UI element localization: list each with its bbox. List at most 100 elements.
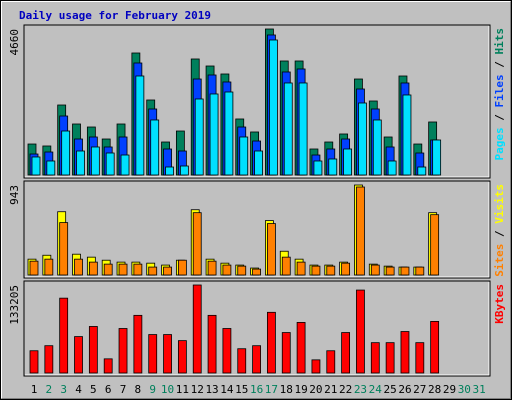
x-tick-label: 6 bbox=[105, 383, 112, 396]
x-tick-label: 8 bbox=[135, 383, 142, 396]
bar bbox=[192, 284, 202, 374]
bar bbox=[209, 93, 219, 176]
bar bbox=[88, 326, 98, 374]
bar bbox=[29, 350, 39, 374]
bar bbox=[326, 265, 336, 276]
bar bbox=[417, 166, 427, 176]
bar bbox=[415, 342, 425, 374]
bar bbox=[177, 340, 187, 374]
bar bbox=[326, 350, 336, 374]
bar bbox=[372, 119, 382, 176]
bar bbox=[222, 328, 232, 374]
bar bbox=[44, 258, 54, 276]
bar bbox=[192, 212, 202, 276]
bar bbox=[370, 264, 380, 276]
bar bbox=[343, 148, 353, 176]
bar bbox=[44, 345, 54, 374]
bar bbox=[400, 331, 410, 374]
bar bbox=[237, 348, 247, 374]
bar bbox=[29, 260, 39, 276]
bar bbox=[103, 358, 113, 374]
bar bbox=[298, 82, 308, 176]
bar bbox=[252, 345, 261, 374]
bar bbox=[283, 82, 293, 176]
bar bbox=[118, 263, 128, 276]
x-tick-label: 25 bbox=[384, 383, 397, 396]
legend-separator: / bbox=[493, 224, 506, 244]
bar bbox=[207, 314, 217, 374]
bar bbox=[239, 136, 249, 176]
bar bbox=[356, 186, 365, 276]
legend: Pages / Files / Hits bbox=[493, 28, 506, 161]
bar bbox=[296, 322, 306, 374]
x-tick-label: 28 bbox=[428, 383, 441, 396]
bar bbox=[59, 297, 69, 374]
x-tick-label: 14 bbox=[220, 383, 234, 396]
bar bbox=[120, 154, 130, 176]
x-tick-label: 3 bbox=[60, 383, 67, 396]
x-tick-label: 26 bbox=[398, 383, 411, 396]
bar bbox=[254, 150, 263, 176]
bar bbox=[163, 266, 172, 276]
bar bbox=[281, 332, 291, 374]
x-tick-label: 17 bbox=[265, 383, 278, 396]
x-tick-label: 15 bbox=[235, 383, 248, 396]
bar bbox=[163, 334, 172, 374]
bar bbox=[430, 214, 440, 276]
bar bbox=[313, 160, 323, 176]
y-tick-label: 943 bbox=[8, 185, 21, 205]
bar bbox=[59, 222, 69, 276]
bevel bbox=[25, 282, 490, 376]
bar bbox=[90, 146, 100, 176]
x-tick-label: 10 bbox=[161, 383, 174, 396]
bar bbox=[341, 262, 351, 276]
legend-entry: Hits bbox=[493, 28, 506, 55]
bevel bbox=[25, 182, 490, 278]
bar bbox=[61, 130, 71, 176]
x-tick-label: 18 bbox=[280, 383, 293, 396]
bar bbox=[135, 75, 145, 176]
y-tick-label: 4660 bbox=[8, 29, 21, 56]
bar bbox=[400, 266, 410, 276]
x-tick-label: 30 bbox=[458, 383, 471, 396]
x-tick-label: 16 bbox=[250, 383, 263, 396]
bar bbox=[148, 266, 158, 276]
bar bbox=[103, 263, 113, 276]
x-tick-label: 4 bbox=[75, 383, 82, 396]
bar bbox=[341, 332, 351, 374]
legend-separator: / bbox=[493, 55, 506, 75]
chart-title: Daily usage for February 2019 bbox=[19, 9, 211, 22]
bar bbox=[415, 266, 425, 276]
bar bbox=[311, 265, 321, 276]
bar bbox=[237, 265, 247, 276]
bar bbox=[358, 102, 367, 176]
x-tick-label: 21 bbox=[324, 383, 337, 396]
bar bbox=[252, 268, 261, 276]
bar bbox=[179, 165, 189, 176]
bar bbox=[148, 334, 158, 374]
bar bbox=[267, 223, 276, 276]
bar bbox=[385, 342, 395, 374]
x-tick-label: 19 bbox=[294, 383, 307, 396]
x-tick-label: 12 bbox=[191, 383, 204, 396]
bar bbox=[328, 158, 338, 176]
bar bbox=[432, 139, 442, 176]
legend-separator: / bbox=[493, 108, 506, 128]
legend-entry: Sites bbox=[493, 244, 506, 277]
bar bbox=[269, 39, 278, 176]
bar bbox=[194, 98, 204, 176]
bar bbox=[222, 264, 232, 276]
x-tick-label: 2 bbox=[46, 383, 53, 396]
bar bbox=[385, 266, 395, 276]
bar bbox=[74, 258, 83, 276]
x-tick-label: 31 bbox=[473, 383, 486, 396]
x-tick-label: 27 bbox=[413, 383, 426, 396]
x-tick-label: 1 bbox=[31, 383, 38, 396]
bar bbox=[165, 166, 174, 176]
bar bbox=[267, 311, 276, 374]
bar bbox=[311, 359, 321, 374]
legend-entry: Files bbox=[493, 74, 506, 107]
